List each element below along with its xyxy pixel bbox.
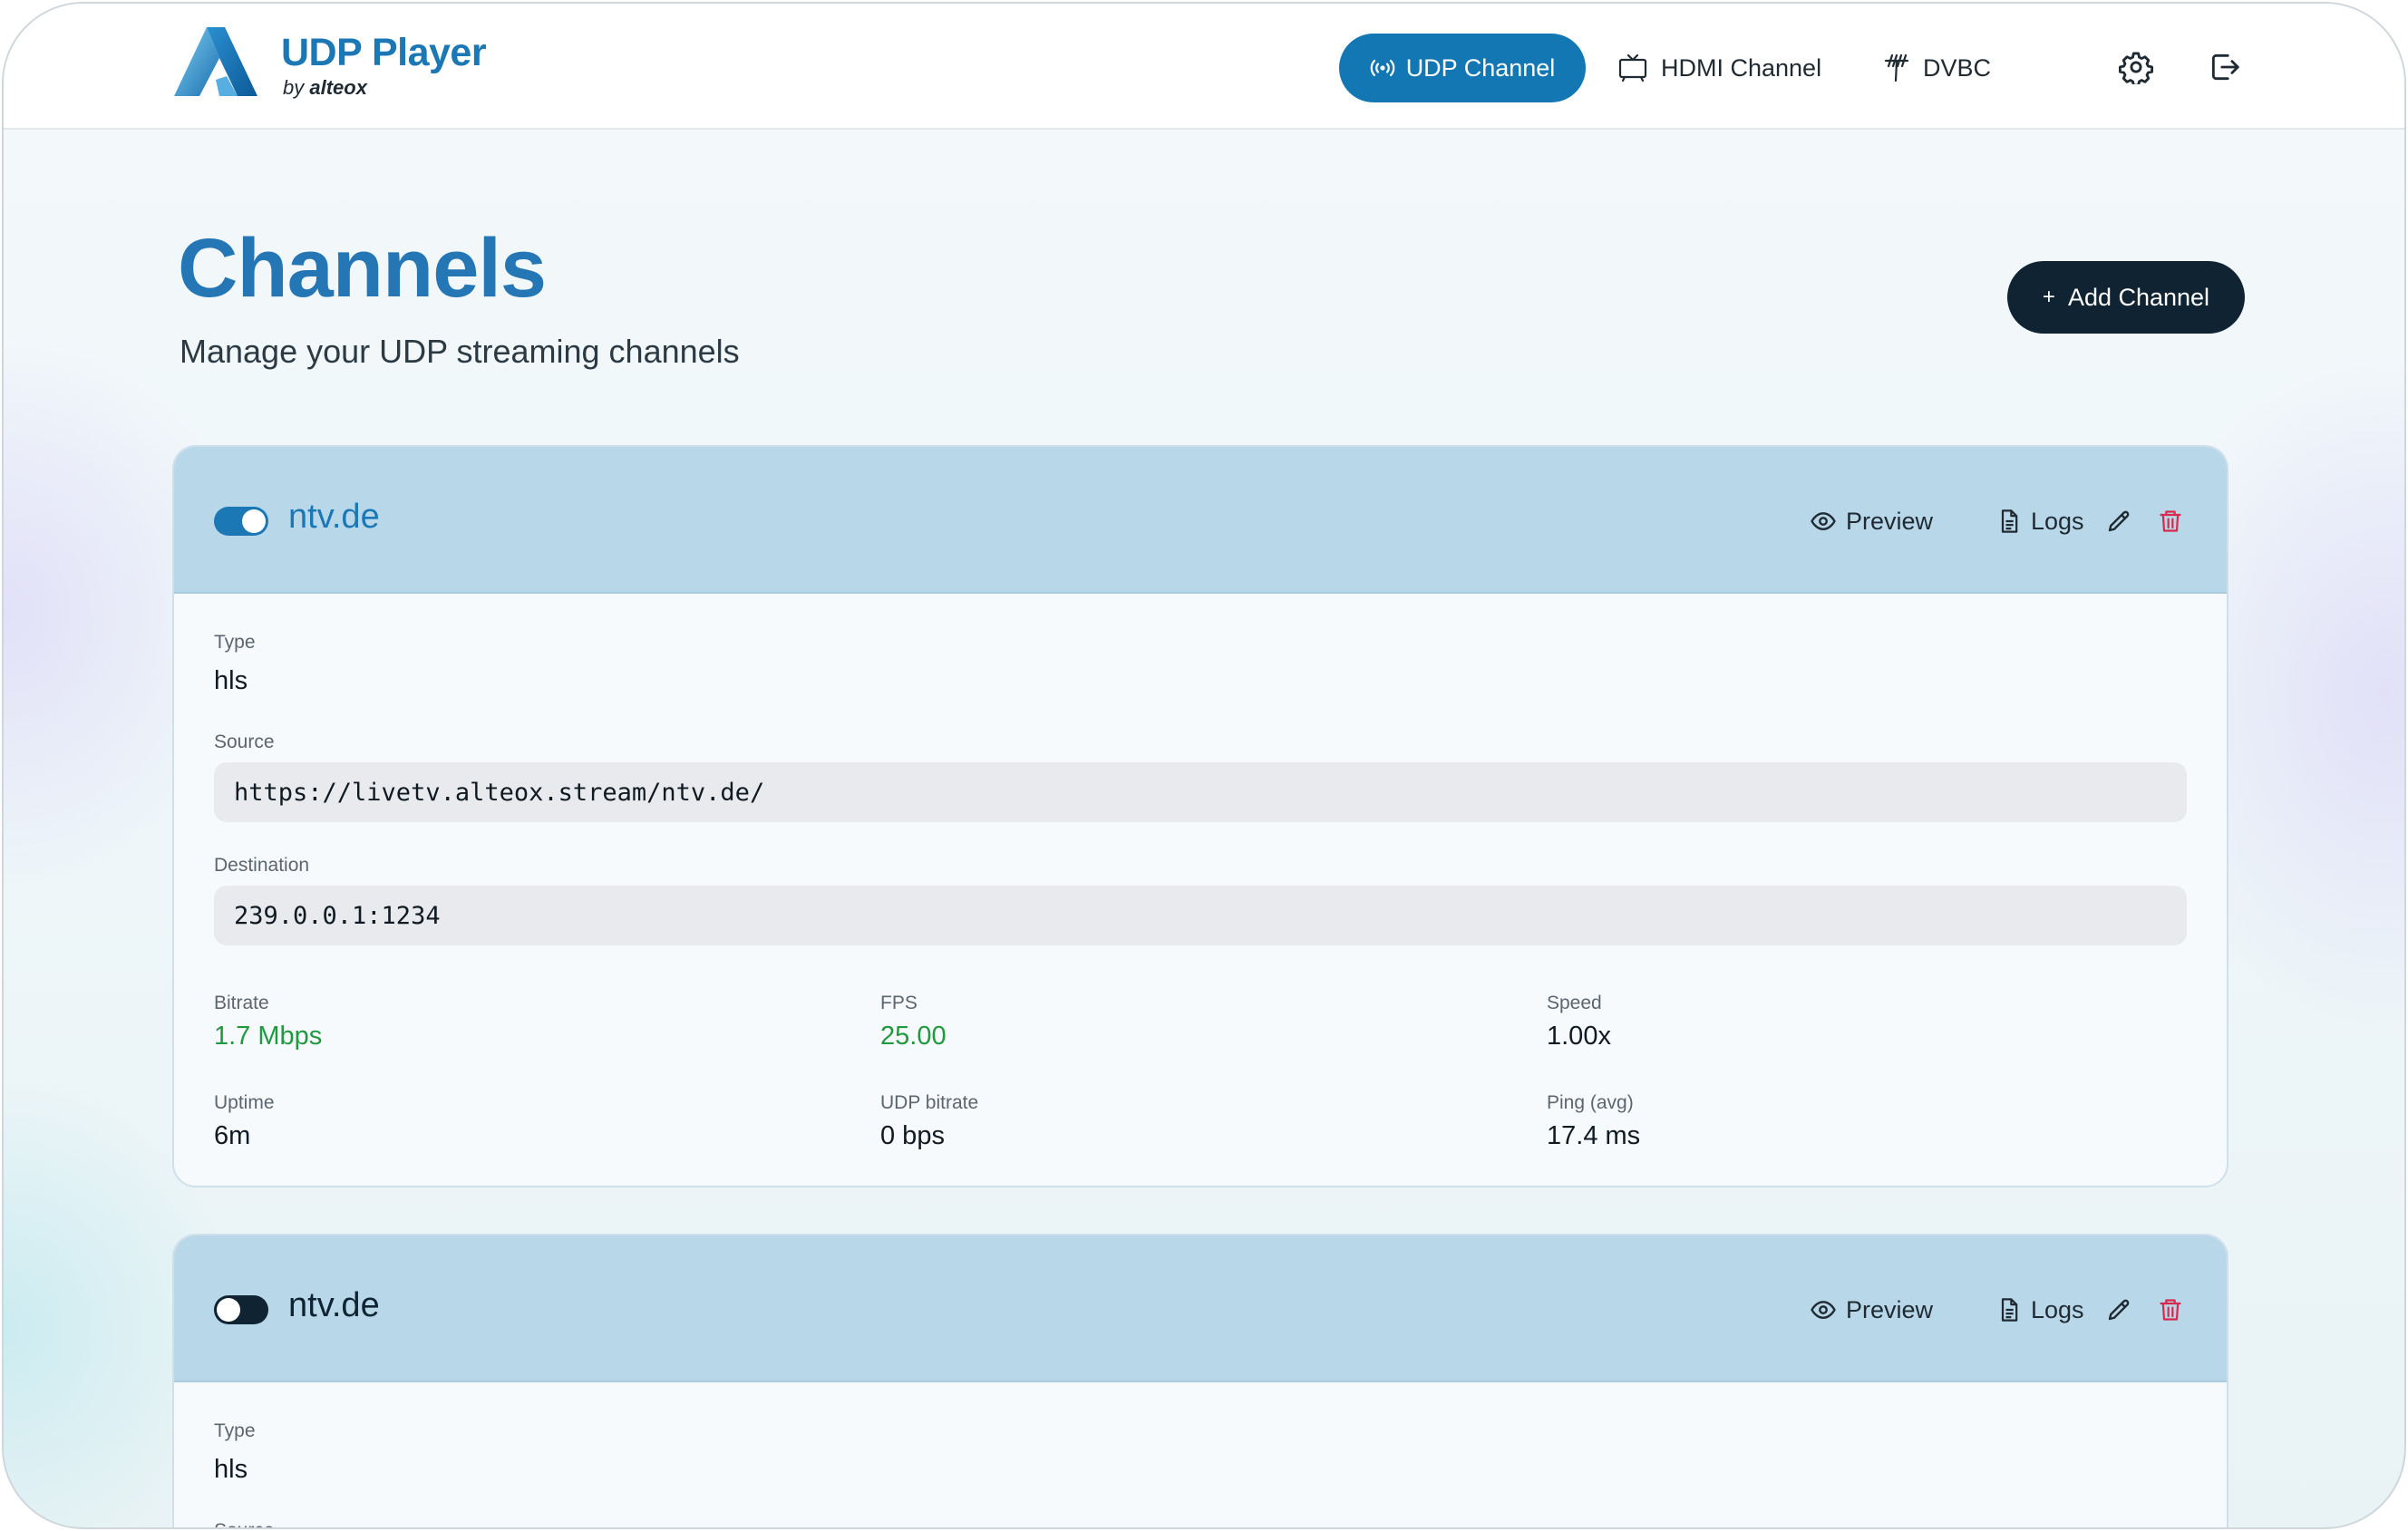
source-label: Source — [214, 732, 275, 752]
udp-bitrate-label: UDP bitrate — [880, 1092, 979, 1113]
channel-card: ntv.de Preview Logs — [172, 1234, 2228, 1527]
edit-button[interactable] — [2105, 1292, 2132, 1328]
speed-label: Speed — [1547, 993, 1602, 1013]
bitrate-label: Bitrate — [214, 993, 269, 1013]
page-title: Channels — [178, 222, 547, 315]
destination-label: Destination — [214, 855, 310, 876]
preview-label: Preview — [1846, 1295, 1934, 1323]
page-subtitle: Manage your UDP streaming channels — [180, 333, 740, 370]
brand-company: alteox — [309, 76, 367, 99]
logout-button[interactable] — [2205, 47, 2245, 87]
eye-icon — [1811, 512, 1836, 530]
channel-enable-toggle[interactable] — [214, 507, 268, 536]
logo-icon[interactable] — [172, 24, 259, 100]
type-label: Type — [214, 1420, 256, 1441]
udp-bitrate-value: 0 bps — [880, 1121, 945, 1150]
preview-label: Preview — [1846, 507, 1934, 535]
trash-icon — [2160, 1299, 2181, 1321]
type-label: Type — [214, 632, 256, 653]
uptime-label: Uptime — [214, 1092, 275, 1113]
fps-label: FPS — [880, 993, 918, 1013]
brand-by: by — [283, 76, 305, 99]
channel-card: ntv.de Preview Logs — [172, 445, 2228, 1187]
logs-label: Logs — [2031, 507, 2084, 535]
nav-tab-udp-channel[interactable]: UDP Channel — [1339, 34, 1586, 102]
logs-button[interactable]: Logs — [1996, 1292, 2084, 1328]
source-field[interactable]: https://livetv.alteox.stream/ntv.de/ — [214, 762, 2187, 822]
plus-icon: + — [2042, 285, 2055, 309]
logs-button[interactable]: Logs — [1996, 503, 2084, 539]
source-label: Source — [214, 1520, 275, 1527]
gear-icon — [2119, 52, 2153, 84]
edit-button[interactable] — [2105, 503, 2132, 539]
channel-card-header: ntv.de Preview Logs — [174, 1235, 2227, 1382]
channel-name: ntv.de — [288, 498, 380, 536]
ping-label: Ping (avg) — [1547, 1092, 1634, 1113]
pencil-icon — [2108, 510, 2130, 532]
eye-icon — [1811, 1301, 1836, 1319]
fps-value: 25.00 — [880, 1022, 947, 1051]
type-value: hls — [214, 1455, 248, 1484]
logs-label: Logs — [2031, 1295, 2084, 1323]
nav-tab-label: UDP Channel — [1405, 53, 1556, 82]
delete-button[interactable] — [2158, 503, 2183, 539]
broadcast-icon — [1370, 59, 1394, 77]
preview-button[interactable]: Preview — [1810, 1292, 1933, 1328]
logout-icon — [2211, 53, 2239, 81]
antenna-icon — [1884, 53, 1909, 82]
nav-tab-hdmi-channel[interactable]: HDMI Channel — [1617, 34, 1821, 102]
channel-card-header: ntv.de Preview Logs — [174, 447, 2227, 594]
nav-tab-label: HDMI Channel — [1661, 53, 1822, 82]
delete-button[interactable] — [2158, 1292, 2183, 1328]
nav-tab-label: DVBC — [1923, 53, 1992, 82]
settings-button[interactable] — [2116, 47, 2156, 87]
add-channel-label: Add Channel — [2067, 283, 2210, 311]
preview-button[interactable]: Preview — [1810, 503, 1933, 539]
top-header: UDP Player by alteox UDP Channel HDMI Ch… — [4, 4, 2404, 130]
document-icon — [2001, 509, 2018, 533]
add-channel-button[interactable]: + Add Channel — [2007, 261, 2245, 334]
tv-icon — [1618, 53, 1647, 82]
uptime-value: 6m — [214, 1121, 251, 1150]
bitrate-value: 1.7 Mbps — [214, 1022, 323, 1051]
brand-title: UDP Player — [281, 31, 487, 74]
destination-field[interactable]: 239.0.0.1:1234 — [214, 886, 2187, 945]
speed-value: 1.00x — [1547, 1022, 1611, 1051]
document-icon — [2001, 1298, 2018, 1322]
nav-tab-dvbc[interactable]: DVBC — [1883, 34, 1991, 102]
type-value: hls — [214, 666, 248, 695]
trash-icon — [2160, 510, 2181, 532]
channel-name: ntv.de — [288, 1286, 380, 1324]
brand-subtitle: by alteox — [283, 76, 367, 100]
channel-enable-toggle[interactable] — [214, 1295, 268, 1324]
ping-value: 17.4 ms — [1547, 1121, 1641, 1150]
pencil-icon — [2108, 1299, 2130, 1321]
